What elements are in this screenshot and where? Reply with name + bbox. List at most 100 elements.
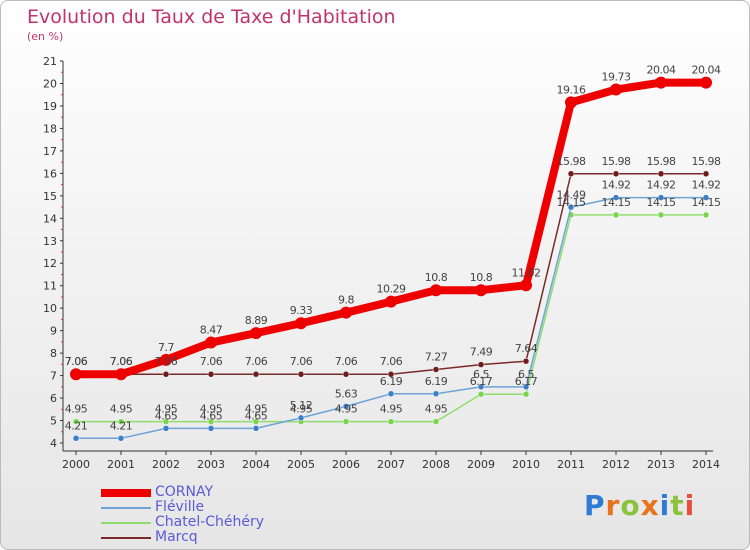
logo-letter: x bbox=[640, 489, 660, 522]
x-tick-label: 2009 bbox=[467, 458, 495, 471]
data-label-marcq: 7.06 bbox=[245, 355, 268, 368]
data-point-cornay bbox=[700, 76, 712, 89]
data-label-chatel-chehery: 4.95 bbox=[425, 403, 448, 416]
y-tick-label: 16 bbox=[43, 167, 57, 180]
data-point-fleville bbox=[432, 390, 440, 398]
data-label-chatel-chehery: 14.15 bbox=[647, 196, 676, 209]
data-label-cornay: 9.8 bbox=[338, 294, 354, 307]
data-label-chatel-chehery: 4.95 bbox=[380, 403, 403, 416]
data-label-chatel-chehery: 14.15 bbox=[602, 196, 631, 209]
y-tick-label: 14 bbox=[43, 212, 57, 225]
data-point-marcq bbox=[657, 170, 665, 178]
data-label-chatel-chehery: 6.17 bbox=[515, 375, 538, 388]
logo-letter: i bbox=[684, 489, 696, 522]
data-label-chatel-chehery: 4.95 bbox=[290, 403, 313, 416]
data-label-cornay: 7.06 bbox=[110, 355, 133, 368]
data-point-chatel-chehery bbox=[252, 418, 260, 425]
data-point-cornay bbox=[610, 83, 622, 96]
logo-letter: t bbox=[670, 489, 685, 522]
data-label-cornay: 7.06 bbox=[65, 355, 88, 368]
y-tick-label: 8 bbox=[50, 347, 57, 360]
x-tick-label: 2005 bbox=[287, 458, 315, 471]
legend-swatch-marcq bbox=[101, 536, 151, 539]
data-point-cornay bbox=[70, 368, 82, 381]
y-tick-label: 10 bbox=[43, 302, 57, 315]
data-point-fleville bbox=[162, 425, 170, 432]
data-label-chatel-chehery: 14.15 bbox=[692, 196, 721, 209]
data-label-cornay: 10.8 bbox=[470, 271, 493, 284]
data-point-marcq bbox=[522, 357, 530, 365]
data-label-chatel-chehery: 4.95 bbox=[155, 403, 178, 416]
y-tick-label: 6 bbox=[50, 392, 57, 405]
data-point-chatel-chehery bbox=[342, 418, 350, 425]
data-label-marcq: 7.06 bbox=[200, 355, 223, 368]
data-label-fleville: 6.5 bbox=[473, 368, 489, 381]
x-tick-label: 2003 bbox=[197, 458, 225, 471]
data-label-fleville: 6.19 bbox=[380, 375, 403, 388]
data-label-marcq: 7.06 bbox=[155, 355, 178, 368]
data-point-cornay bbox=[250, 327, 262, 340]
data-point-fleville bbox=[612, 194, 620, 201]
y-tick-label: 13 bbox=[43, 235, 57, 248]
data-point-chatel-chehery bbox=[612, 211, 620, 219]
data-label-marcq: 7.49 bbox=[470, 346, 493, 359]
data-label-marcq: 7.06 bbox=[380, 355, 403, 368]
data-label-marcq: 15.98 bbox=[602, 155, 631, 168]
data-point-marcq bbox=[567, 170, 575, 178]
data-label-marcq: 7.06 bbox=[65, 355, 88, 368]
legend-swatch-cornay bbox=[101, 488, 151, 497]
data-label-fleville: 14.92 bbox=[647, 179, 676, 192]
legend-label-marcq: Marcq bbox=[155, 529, 198, 545]
y-tick-label: 9 bbox=[50, 325, 57, 338]
data-point-fleville bbox=[387, 390, 395, 398]
data-label-chatel-chehery: 4.95 bbox=[335, 403, 358, 416]
x-tick-label: 2000 bbox=[62, 458, 90, 471]
data-label-cornay: 19.16 bbox=[557, 83, 586, 96]
data-label-marcq: 15.98 bbox=[692, 155, 721, 168]
logo-letter: o bbox=[620, 489, 641, 522]
data-point-fleville bbox=[72, 435, 80, 442]
y-tick-label: 20 bbox=[43, 77, 57, 90]
data-label-cornay: 20.04 bbox=[692, 64, 721, 77]
data-label-fleville: 14.92 bbox=[602, 179, 631, 192]
y-tick-label: 21 bbox=[43, 55, 57, 68]
data-point-cornay bbox=[475, 284, 487, 297]
data-label-marcq: 7.06 bbox=[290, 355, 313, 368]
data-label-cornay: 11.02 bbox=[512, 266, 541, 279]
legend-item-cornay: CORNAY bbox=[101, 485, 264, 500]
x-tick-label: 2008 bbox=[422, 458, 450, 471]
data-label-fleville: 4.65 bbox=[155, 409, 178, 422]
data-point-cornay bbox=[160, 353, 172, 366]
chart-subtitle: (en %) bbox=[27, 30, 64, 43]
data-point-cornay bbox=[385, 295, 397, 308]
data-point-fleville bbox=[252, 425, 260, 432]
data-label-cornay: 7.7 bbox=[158, 341, 174, 354]
proxiti-logo: Proxiti bbox=[584, 489, 695, 522]
y-tick-label: 12 bbox=[43, 257, 57, 270]
legend-label-fleville: Fléville bbox=[155, 499, 205, 515]
data-label-chatel-chehery: 4.95 bbox=[245, 403, 268, 416]
x-tick-label: 2006 bbox=[332, 458, 360, 471]
data-point-cornay bbox=[340, 306, 352, 319]
y-tick-label: 5 bbox=[50, 415, 57, 428]
data-label-marcq: 15.98 bbox=[647, 155, 676, 168]
data-label-cornay: 19.73 bbox=[602, 71, 631, 84]
x-tick-label: 2014 bbox=[692, 458, 720, 471]
logo-letter: P bbox=[584, 489, 606, 522]
data-point-chatel-chehery bbox=[387, 418, 395, 425]
data-point-cornay bbox=[655, 76, 667, 89]
x-tick-label: 2004 bbox=[242, 458, 270, 471]
x-tick-label: 2002 bbox=[152, 458, 180, 471]
legend-swatch-fleville bbox=[101, 506, 151, 509]
data-label-fleville: 4.65 bbox=[200, 409, 223, 422]
y-tick-label: 19 bbox=[43, 100, 57, 113]
data-label-fleville: 5.63 bbox=[335, 387, 358, 400]
data-point-fleville bbox=[477, 383, 485, 391]
data-point-chatel-chehery bbox=[432, 418, 440, 425]
data-point-chatel-chehery bbox=[207, 418, 215, 425]
data-label-cornay: 20.04 bbox=[647, 64, 676, 77]
x-tick-label: 2010 bbox=[512, 458, 540, 471]
legend-item-chatel-chehery: Chatel-Chéhéry bbox=[101, 515, 264, 530]
data-point-chatel-chehery bbox=[477, 390, 485, 398]
